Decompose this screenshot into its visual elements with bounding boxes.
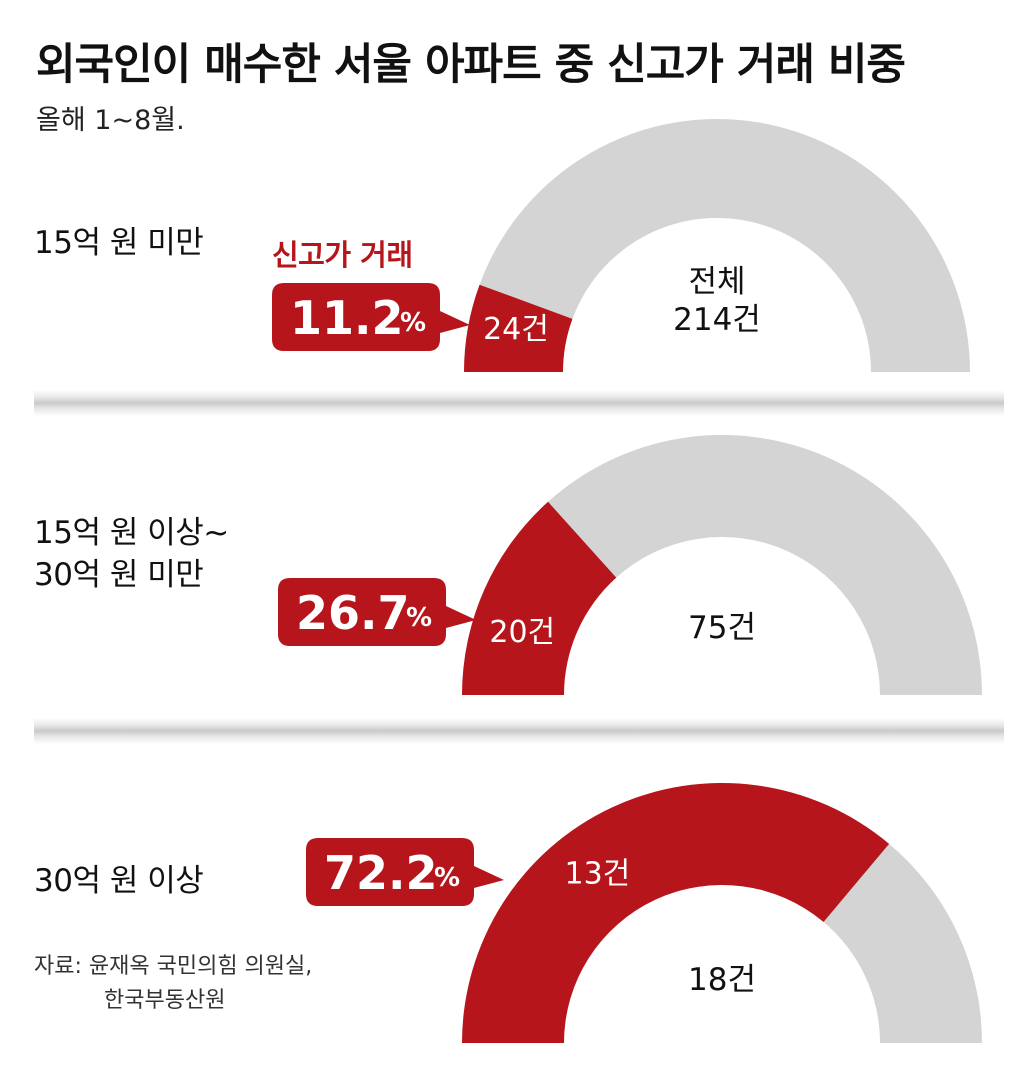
gauge-new-high-arc xyxy=(462,783,890,1043)
percent-badge xyxy=(272,283,470,351)
category-label-3: 30억 원 이상 xyxy=(34,863,204,899)
total-count-label: 75건 xyxy=(688,610,756,646)
percent-value: 72.2 xyxy=(324,846,438,900)
chart-title: 외국인이 매수한 서울 아파트 중 신고가 거래 비중 xyxy=(36,40,906,90)
percent-unit: % xyxy=(406,603,432,633)
source-note: 자료: 윤재옥 국민의힘 의원실, 한국부동산원 xyxy=(34,950,312,1018)
new-high-count-label: 24건 xyxy=(483,312,549,347)
total-count-label: 214건 xyxy=(673,302,761,338)
gauge-rest-arc xyxy=(823,843,982,1043)
gauge-rest-arc xyxy=(479,118,970,372)
percent-unit: % xyxy=(434,863,460,893)
category-label-1: 15억 원 미만 xyxy=(34,225,204,261)
divider-1 xyxy=(34,390,1004,416)
total-count-label: 18건 xyxy=(688,962,756,998)
divider-2 xyxy=(34,718,1004,744)
source-line-1: 자료: 윤재옥 국민의힘 의원실, xyxy=(34,954,313,979)
percent-badge xyxy=(306,838,504,906)
gauge-3: 13건 18건 72.2% xyxy=(306,783,982,1043)
percent-value: 26.7 xyxy=(296,586,410,640)
new-high-count-label: 13건 xyxy=(564,856,630,891)
percent-badge xyxy=(278,578,476,646)
category-label-2: 15억 원 이상~ 30억 원 미만 xyxy=(34,515,229,593)
gauge-rest-arc xyxy=(548,435,982,695)
source-line-2: 한국부동산원 xyxy=(104,988,226,1013)
legend-new-high-label: 신고가 거래 xyxy=(272,238,413,272)
gauge-2: 20건 75건 26.7% xyxy=(278,435,982,695)
percent-value: 11.2 xyxy=(290,291,404,345)
new-high-count-label: 20건 xyxy=(489,615,555,650)
chart-subtitle: 올해 1~8월. xyxy=(36,105,185,136)
total-caption: 전체 xyxy=(688,264,745,300)
gauge-new-high-arc xyxy=(462,501,617,695)
gauge-new-high-arc xyxy=(464,284,573,372)
percent-unit: % xyxy=(400,308,426,338)
